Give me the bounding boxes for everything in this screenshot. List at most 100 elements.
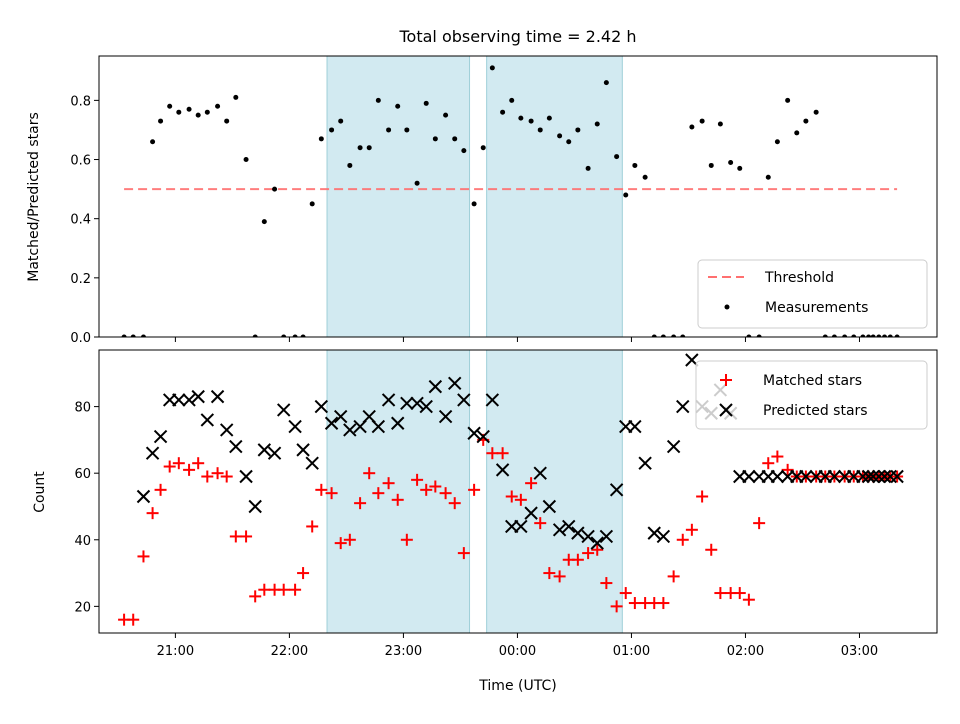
matched-stars-point xyxy=(543,567,556,580)
measurements-point xyxy=(158,118,164,124)
measurements-point xyxy=(204,109,210,115)
matched-stars-point xyxy=(657,597,670,610)
y-tick-label: 0.8 xyxy=(70,94,91,109)
predicted-stars-point xyxy=(571,526,585,540)
measurements-point xyxy=(404,127,410,133)
measurements-point xyxy=(803,118,809,124)
predicted-stars-point xyxy=(257,443,272,457)
matched-stars-point xyxy=(363,467,376,480)
measurements-point xyxy=(728,159,734,165)
measurements-point xyxy=(386,127,392,133)
measurements-point xyxy=(395,103,401,109)
measurements-point xyxy=(537,127,543,133)
measurements-legend-label: Measurements xyxy=(765,300,868,316)
predicted-stars-point xyxy=(145,446,160,460)
measurements-point xyxy=(233,94,239,100)
predicted-stars-point xyxy=(391,416,405,430)
predicted-stars-point xyxy=(191,389,205,404)
shaded-interval-2 xyxy=(486,55,623,338)
predicted-stars-point xyxy=(381,393,396,407)
measurements-point xyxy=(870,334,876,337)
top-panel-marks xyxy=(121,65,900,337)
matched-stars-point xyxy=(354,497,367,510)
predicted-stars-point xyxy=(552,523,567,537)
predicted-stars-point xyxy=(229,439,243,454)
matched-stars-point xyxy=(229,530,242,543)
measurements-point xyxy=(309,201,315,207)
bottom-panel: 20 40 60 80 21:00 22:00 23:00 00:00 01:00 02:00 0… xyxy=(32,349,938,694)
matched-stars-point xyxy=(762,457,775,470)
measurements-point xyxy=(300,334,306,337)
y-tick-label: 80 xyxy=(74,401,91,416)
x-axis-label: Time (UTC) xyxy=(478,678,556,694)
predicted-stars-point xyxy=(542,499,557,514)
predicted-stars-point xyxy=(343,423,357,437)
matched-stars-point xyxy=(591,543,604,556)
measurements-point xyxy=(831,334,837,337)
measurements-point xyxy=(243,157,249,163)
predicted-stars-point xyxy=(248,499,262,514)
measurements-point xyxy=(224,118,230,124)
matched-stars-point xyxy=(468,483,481,496)
predicted-stars-point xyxy=(153,429,168,444)
x-tick-label: 22:00 xyxy=(271,644,308,659)
predicted-stars-point xyxy=(210,389,225,404)
top-panel-x-ticks xyxy=(174,337,860,342)
predicted-stars-point xyxy=(324,416,339,430)
matched-stars-point xyxy=(315,483,328,496)
predicted-stars-point xyxy=(676,399,690,414)
measurements-point xyxy=(671,334,677,337)
predicted-stars-point xyxy=(288,419,302,434)
measurements-point xyxy=(708,162,714,168)
measurements-point xyxy=(186,106,192,112)
measurements-point xyxy=(261,219,267,225)
matched-stars-point xyxy=(277,583,290,596)
matched-stars-point xyxy=(486,447,499,460)
measurements-point xyxy=(489,65,495,71)
matched-stars-point xyxy=(343,533,356,546)
matched-stars-point xyxy=(619,587,632,600)
measurements-point xyxy=(603,80,609,86)
y-tick-label: 60 xyxy=(74,467,91,482)
matched-stars-point xyxy=(146,507,159,520)
matched-stars-point xyxy=(714,587,727,600)
measurements-point xyxy=(518,115,524,121)
predicted-stars-point xyxy=(590,536,604,550)
matched-stars-point xyxy=(420,483,433,496)
x-tick-label: 03:00 xyxy=(841,644,878,659)
measurements-point xyxy=(882,334,888,337)
matched-stars-point xyxy=(429,480,442,493)
top-legend: Threshold Measurements xyxy=(697,259,928,329)
measurements-point xyxy=(480,145,486,151)
matched-stars-point xyxy=(496,447,509,460)
shaded-interval-1 xyxy=(326,349,471,634)
measurements-point xyxy=(423,100,429,106)
top-panel-shading xyxy=(326,55,623,338)
predicted-stars-point xyxy=(410,396,424,410)
predicted-stars-point xyxy=(334,409,348,424)
matched-stars-point xyxy=(448,497,461,510)
predicted-stars-point xyxy=(476,429,490,444)
predicted-stars-point xyxy=(533,466,547,480)
shaded-interval-2 xyxy=(486,349,623,634)
predicted-stars-point xyxy=(770,469,785,484)
measurements-point xyxy=(452,136,458,142)
x-tick-label: 00:00 xyxy=(499,644,536,659)
measurements-point xyxy=(660,334,666,337)
predicted-stars-point xyxy=(562,519,576,534)
matched-stars-point xyxy=(192,457,205,470)
matched-stars-point xyxy=(220,470,233,483)
predicted-stars-point xyxy=(371,419,386,434)
matched-stars-point xyxy=(382,477,395,490)
measurements-point xyxy=(851,334,857,337)
y-tick-label: 0.6 xyxy=(70,154,91,169)
measurements-point xyxy=(774,139,780,145)
measurements-point xyxy=(375,97,381,103)
matched-stars-point xyxy=(183,463,196,476)
measurements-point xyxy=(471,201,477,207)
measurements-point xyxy=(813,109,819,115)
matched-stars-point xyxy=(582,547,595,560)
matched-stars-point xyxy=(685,523,698,536)
measurements-point xyxy=(195,112,201,118)
